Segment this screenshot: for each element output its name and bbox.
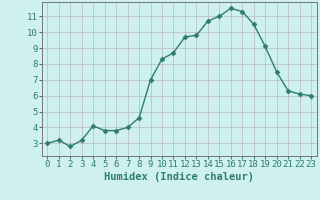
X-axis label: Humidex (Indice chaleur): Humidex (Indice chaleur)	[104, 172, 254, 182]
